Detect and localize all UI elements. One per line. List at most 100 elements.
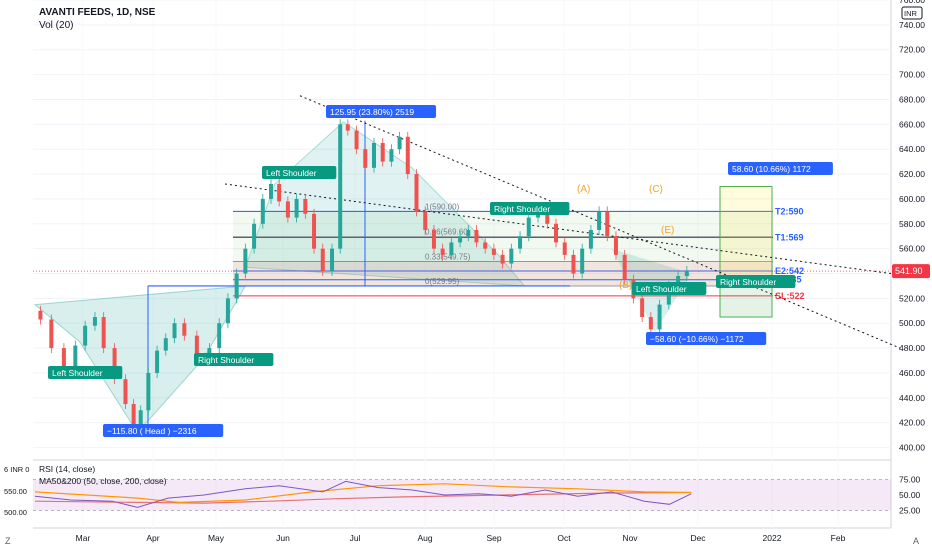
time-tick-label: Mar [76,533,91,543]
candle-body [676,276,681,286]
wave-label: (B) [619,280,632,291]
candle [303,193,308,219]
price-tick-label: 580.00 [899,219,925,229]
candle [277,179,282,207]
candle [491,243,496,260]
candle [294,193,299,223]
candle-body [294,198,299,218]
time-tick-label: Oct [557,533,571,543]
candle [397,131,402,155]
scroll-icon[interactable]: Z [5,536,11,546]
candle-body [483,242,488,249]
candle [49,314,54,354]
target-level-label: T1:569 [775,232,804,242]
candle [684,266,689,281]
candle [414,169,419,217]
pattern-label-box [490,202,570,215]
fib-label: 0.33(549.75) [425,252,471,261]
pattern-label: Right Shoulder [494,204,550,214]
pattern-label: Left Shoulder [266,168,317,178]
candle [657,299,662,335]
candle-body [155,350,160,373]
candle [338,119,343,254]
time-tick-label: Jun [276,533,290,543]
price-tick-label: 560.00 [899,244,925,254]
candle-body [640,298,645,318]
auto-scale-icon[interactable]: A [913,536,920,546]
candle-body [371,142,376,168]
candle-body [303,198,308,214]
price-tick-label: 420.00 [899,418,925,428]
price-tick-label: 480.00 [899,343,925,353]
candle-body [613,236,618,255]
candle-body [423,211,428,230]
price-tick-label: 660.00 [899,119,925,129]
candle [554,218,559,248]
candle-body [217,323,222,349]
candle-body [509,248,514,264]
candle [580,243,585,279]
candle [260,193,265,229]
candle-body [648,317,653,330]
candle-body [225,298,230,324]
candle-body [397,136,402,150]
candle [483,237,488,254]
fib-label: 1(590.00) [425,202,460,211]
candle [285,196,290,223]
candle [320,243,325,276]
time-tick-label: Apr [146,533,159,543]
candle [38,305,43,325]
chart-header: AVANTI FEEDS, 1D, NSE Vol (20) [39,6,155,32]
candle-body [380,142,385,162]
candle-body [38,310,43,320]
wave-label: (A) [577,184,590,195]
target-level-label: T2:590 [775,206,804,216]
candle-body [320,248,325,272]
currency-badge [901,6,923,20]
candle [389,144,394,167]
price-tick-label: 440.00 [899,393,925,403]
price-tick-label: 520.00 [899,293,925,303]
candle [92,312,97,331]
rsi-tick-label: 50.00 [899,490,921,500]
rsi-left-tick: 500.00 [4,508,27,517]
candle [225,293,230,329]
candle-body [474,230,479,243]
candle [588,225,593,254]
candle [234,268,239,304]
candle [613,231,618,260]
price-tick-label: 760.00 [899,0,925,5]
candle-body [83,325,88,346]
target-level-label: SL:522 [775,291,805,301]
measure-label-box [728,162,833,175]
candle [252,218,257,254]
candle-body [277,184,282,202]
pattern-label: Left Shoulder [52,368,103,378]
last-price-tag [892,264,930,279]
candle [449,237,454,260]
candle [526,212,531,242]
candle-body [657,304,662,330]
candle-body [268,184,273,199]
time-tick-label: Jul [350,533,361,543]
candle [101,312,106,354]
time-tick-label: Sep [486,533,501,543]
candle [172,318,177,344]
fib-label: 0.66(569.60) [425,228,471,237]
wave-label: (C) [649,184,663,195]
price-tick-label: 460.00 [899,368,925,378]
candle [518,231,523,254]
candle [312,208,317,254]
projection-box-up [719,185,773,281]
candle [182,318,187,341]
time-tick-label: Nov [622,533,638,543]
candle-body [405,136,410,175]
candle-body [92,317,97,326]
candle [268,179,273,204]
candle-body [194,335,199,359]
candle-body [138,410,143,429]
price-tick-label: 620.00 [899,169,925,179]
pattern-area-1 [33,285,247,434]
currency-label: INR [904,9,918,18]
